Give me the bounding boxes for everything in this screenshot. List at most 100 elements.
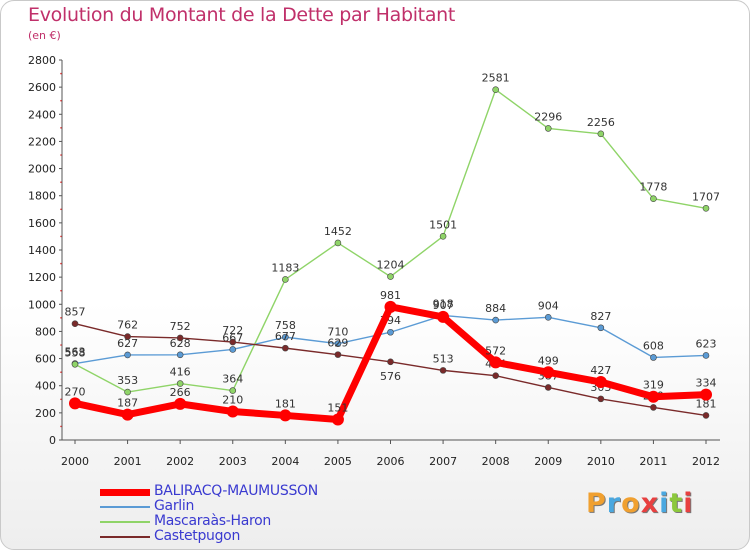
data-point-baliracq-maumusson (700, 388, 712, 401)
data-point-mascara-s-haron (71, 360, 79, 368)
legend-swatch (100, 536, 150, 538)
y-minor-tick (60, 344, 62, 346)
y-minor-tick (60, 235, 62, 238)
proxiti-logo: Proxiti (586, 488, 694, 519)
data-label-mascara-s-haron: 558 (65, 346, 86, 359)
data-point-castetpugon (597, 395, 605, 403)
y-minor-tick (60, 425, 62, 428)
data-label-garlin: 758 (275, 319, 296, 332)
y-tick-label: 1000 (28, 298, 56, 311)
x-tick-label: 2009 (534, 455, 562, 468)
data-point-mascara-s-haron (282, 276, 289, 283)
data-point-mascara-s-haron (229, 387, 237, 394)
logo-letter: i (683, 488, 694, 519)
x-tick-label: 2004 (271, 455, 299, 468)
data-label-mascara-s-haron: 353 (117, 374, 138, 387)
data-point-mascara-s-haron (176, 380, 184, 387)
data-point-castetpugon (387, 358, 394, 366)
y-minor-tick (60, 181, 62, 183)
data-label-mascara-s-haron: 416 (170, 366, 191, 379)
data-label-mascara-s-haron: 1707 (692, 190, 720, 203)
data-label-baliracq-maumusson: 572 (485, 344, 506, 357)
data-label-castetpugon: 677 (275, 330, 296, 343)
data-point-mascara-s-haron (334, 239, 342, 247)
x-tick-label: 2008 (482, 455, 510, 468)
data-label-castetpugon: 857 (65, 306, 86, 319)
legend-swatch (100, 488, 150, 496)
data-point-baliracq-maumusson (174, 397, 187, 410)
data-point-mascara-s-haron (387, 273, 394, 280)
x-tick-label: 2005 (324, 455, 352, 468)
data-label-baliracq-maumusson: 499 (538, 354, 559, 367)
data-point-garlin (176, 351, 184, 359)
y-tick-label: 200 (35, 407, 56, 420)
x-tick-label: 2001 (114, 455, 142, 468)
y-minor-tick (60, 398, 62, 401)
y-minor-tick (60, 99, 62, 102)
y-minor-tick (60, 289, 62, 292)
data-label-baliracq-maumusson: 151 (327, 402, 348, 415)
data-point-baliracq-maumusson (647, 390, 660, 403)
data-label-garlin: 710 (327, 326, 348, 339)
data-label-baliracq-maumusson: 270 (65, 385, 86, 398)
y-tick-label: 1200 (28, 271, 56, 284)
data-label-castetpugon: 576 (380, 370, 401, 383)
data-label-garlin: 904 (538, 299, 559, 312)
y-minor-tick (60, 317, 62, 319)
data-point-garlin (492, 316, 499, 324)
y-tick-label: 400 (35, 380, 56, 393)
data-label-baliracq-maumusson: 334 (696, 377, 717, 390)
legend-swatch (100, 521, 150, 523)
data-label-baliracq-maumusson: 181 (275, 397, 296, 410)
data-point-baliracq-maumusson (594, 376, 607, 389)
data-point-castetpugon (229, 338, 237, 346)
data-label-garlin: 623 (696, 337, 717, 350)
logo-letter: i (659, 488, 670, 519)
y-minor-tick (60, 127, 62, 129)
data-point-mascara-s-haron (544, 125, 552, 132)
x-tick-label: 2006 (377, 455, 405, 468)
data-label-baliracq-maumusson: 187 (117, 397, 138, 410)
data-point-garlin (282, 333, 289, 341)
y-minor-tick (60, 262, 62, 265)
legend-swatch (100, 506, 150, 508)
data-point-mascara-s-haron (650, 195, 657, 202)
data-label-baliracq-maumusson: 907 (433, 299, 454, 312)
x-tick-label: 2011 (639, 455, 667, 468)
data-point-baliracq-maumusson (437, 310, 450, 323)
data-label-mascara-s-haron: 2296 (534, 110, 562, 123)
data-label-mascara-s-haron: 1183 (271, 261, 299, 274)
y-tick-label: 2400 (28, 108, 56, 121)
data-point-castetpugon (176, 334, 184, 342)
data-point-castetpugon (702, 412, 710, 419)
legend-label: BALIRACQ-MAUMUSSON (154, 483, 318, 499)
y-minor-tick (60, 72, 62, 75)
data-point-castetpugon (492, 372, 499, 379)
data-point-garlin (544, 314, 552, 321)
data-point-garlin (334, 340, 342, 347)
chart-subtitle: (en €) (28, 29, 61, 42)
data-label-castetpugon: 762 (117, 319, 138, 332)
logo-letter: r (606, 488, 622, 519)
y-tick-label: 0 (49, 434, 56, 447)
data-point-mascara-s-haron (439, 232, 447, 240)
data-label-garlin: 608 (643, 339, 664, 352)
data-label-mascara-s-haron: 2256 (587, 116, 615, 129)
data-label-castetpugon: 181 (696, 397, 717, 410)
data-label-mascara-s-haron: 2581 (482, 72, 510, 85)
data-point-castetpugon (124, 333, 131, 340)
data-label-baliracq-maumusson: 266 (170, 386, 191, 399)
data-point-garlin (229, 346, 237, 353)
data-label-castetpugon: 722 (222, 324, 243, 337)
data-label-garlin: 884 (485, 302, 506, 315)
data-label-castetpugon: 752 (170, 320, 191, 333)
data-label-garlin: 628 (170, 337, 191, 350)
data-point-baliracq-maumusson (279, 409, 292, 422)
data-label-mascara-s-haron: 1501 (429, 218, 457, 231)
data-label-baliracq-maumusson: 319 (643, 379, 664, 392)
data-point-baliracq-maumusson (226, 405, 239, 418)
logo-letter: P (586, 488, 607, 519)
data-point-garlin (124, 351, 131, 359)
